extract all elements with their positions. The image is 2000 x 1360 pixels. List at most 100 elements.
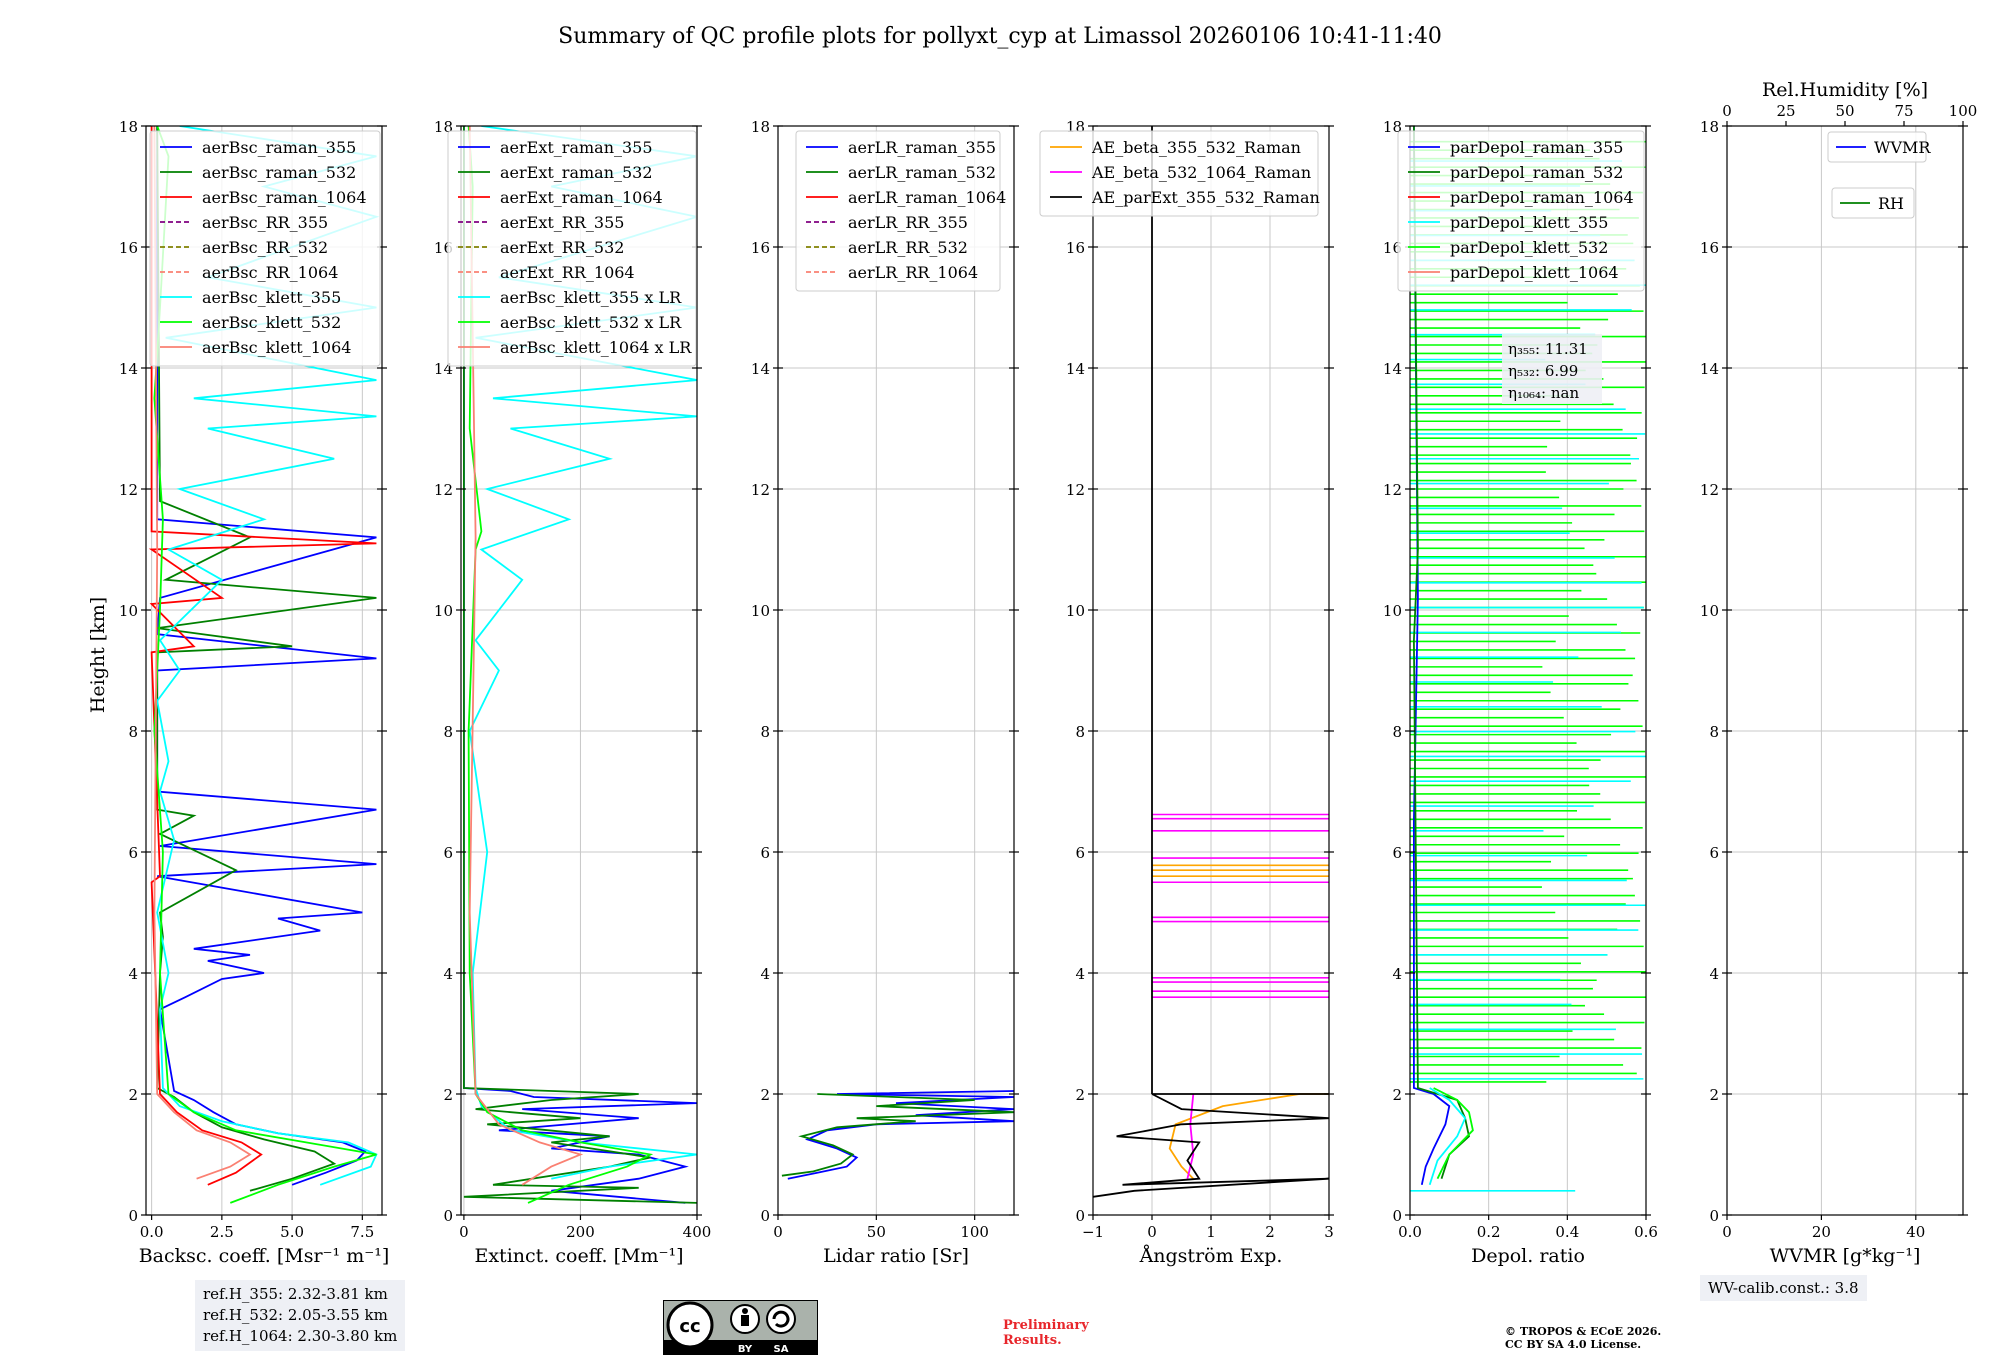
- rh-top-axis-label: Rel.Humidity [%]: [1762, 79, 1928, 101]
- y-tick-label: 4: [1709, 965, 1719, 983]
- y-tick-label: 10: [434, 602, 453, 620]
- legend-label: parDepol_raman_355: [1450, 138, 1623, 157]
- x-tick-label: 2.5: [210, 1223, 234, 1241]
- x-tick-label: 0.0: [1398, 1223, 1422, 1241]
- y-tick-label: 10: [119, 602, 138, 620]
- x-tick-label: 40: [1906, 1223, 1925, 1241]
- legend-label: aerLR_raman_532: [848, 163, 996, 182]
- bsc-x-axis-label: Backsc. coeff. [Msr⁻¹ m⁻¹]: [139, 1245, 390, 1267]
- legend-label: aerBsc_RR_1064: [202, 263, 338, 282]
- legend-label: parDepol_raman_532: [1450, 163, 1623, 182]
- series-parDepol_klett_355: [1428, 1087, 1467, 1186]
- y-tick-label: 12: [1066, 481, 1085, 499]
- lr-data: [781, 1090, 1014, 1180]
- y-tick-label: 0: [443, 1207, 453, 1225]
- legend-box: [1831, 187, 1915, 219]
- y-tick-label: 2: [1392, 1086, 1402, 1104]
- y-tick-label: 14: [1700, 360, 1719, 378]
- y-tick-label: 10: [1066, 602, 1085, 620]
- y-tick-label: 12: [1700, 481, 1719, 499]
- y-tick-label: 14: [751, 360, 770, 378]
- ext-axes-frame: [460, 125, 698, 1216]
- x-tick-label: 3: [1324, 1223, 1334, 1241]
- y-tick-label: 18: [119, 118, 138, 136]
- y-tick-label: 6: [1392, 844, 1402, 862]
- legend-label: aerLR_RR_355: [848, 213, 968, 232]
- y-tick-label: 2: [760, 1086, 770, 1104]
- ref-height-1064: ref.H_1064: 2.30-3.80 km: [203, 1327, 398, 1345]
- ext-x-axis-label: Extinct. coeff. [Mm⁻¹]: [474, 1245, 683, 1267]
- y-tick-label: 12: [434, 481, 453, 499]
- legend-label: aerBsc_klett_355: [202, 288, 341, 307]
- depol-panel: 0 2 4 6 8 10 12 14 16 18 0.0 0.2 0.4 0.6 Depol. ratio p…: [1383, 118, 1658, 1267]
- y-axis-label: Height [km]: [87, 597, 109, 713]
- eta-annotation: η₃₅₅: 11.31: [1508, 340, 1588, 358]
- figure-title: Summary of QC profile plots for pollyxt_…: [558, 24, 1442, 49]
- legend-label: aerBsc_klett_1064: [202, 338, 351, 357]
- y-tick-label: 4: [760, 965, 770, 983]
- y-tick-label: 4: [1392, 965, 1402, 983]
- y-tick-label: 2: [128, 1086, 138, 1104]
- depol-axes-frame: [1409, 125, 1647, 1216]
- legend-label: aerLR_raman_355: [848, 138, 996, 157]
- legend-label: aerLR_raman_1064: [848, 188, 1006, 207]
- legend-label: aerExt_RR_532: [500, 238, 624, 257]
- series-aerBsc_klett_1064 x LR: [468, 126, 584, 1186]
- y-tick-label: 10: [751, 602, 770, 620]
- y-tick-label: 2: [1075, 1086, 1085, 1104]
- legend-label: aerBsc_RR_355: [202, 213, 328, 232]
- x-tick-label: 1: [1206, 1223, 1216, 1241]
- legend-label: RH: [1878, 194, 1904, 213]
- legend-label: aerExt_raman_1064: [500, 188, 663, 207]
- legend-label: aerExt_raman_532: [500, 163, 653, 182]
- legend-box: [1827, 131, 1927, 163]
- prelim-line-2: Results.: [1003, 1333, 1062, 1348]
- y-tick-label: 18: [1700, 118, 1719, 136]
- legend-label: aerExt_RR_1064: [500, 263, 635, 282]
- y-tick-label: 8: [760, 723, 770, 741]
- x-tick-label: 0: [459, 1223, 469, 1241]
- x-tick-label: 200: [566, 1223, 595, 1241]
- preliminary-results-note: Preliminary Results.: [1003, 1318, 1089, 1348]
- legend-label: AE_parExt_355_532_Raman: [1091, 188, 1320, 207]
- top-x-tick-label: 100: [1949, 102, 1978, 120]
- series-aerExt_raman_532: [462, 126, 697, 1204]
- y-tick-label: 0: [128, 1207, 138, 1225]
- x-tick-label: 0.0: [140, 1223, 164, 1241]
- legend-label: aerBsc_RR_532: [202, 238, 328, 257]
- legend-box: [447, 130, 697, 367]
- reference-height-box: ref.H_355: 2.32-3.81 km ref.H_532: 2.05-…: [195, 1280, 406, 1351]
- y-tick-label: 14: [119, 360, 138, 378]
- x-tick-label: 50: [867, 1223, 886, 1241]
- depol-x-axis-label: Depol. ratio: [1471, 1245, 1585, 1267]
- y-tick-label: 12: [751, 481, 770, 499]
- legend-label: parDepol_klett_355: [1450, 213, 1608, 232]
- y-tick-label: 6: [1709, 844, 1719, 862]
- y-tick-label: 0: [1709, 1207, 1719, 1225]
- y-tick-label: 4: [1075, 965, 1085, 983]
- x-tick-label: 7.5: [350, 1223, 374, 1241]
- copyright-line-2: CC BY SA 4.0 License.: [1505, 1338, 1642, 1351]
- wv-calib-const: WV-calib.const.: 3.8: [1708, 1279, 1859, 1297]
- x-tick-label: 0: [1722, 1223, 1732, 1241]
- y-tick-label: 10: [1383, 602, 1402, 620]
- y-tick-label: 12: [1383, 481, 1402, 499]
- series-parDepol_raman_355: [1413, 126, 1451, 1185]
- y-tick-label: 14: [1066, 360, 1085, 378]
- legend-box: [149, 130, 381, 367]
- series-aerBsc_raman_1064: [148, 126, 377, 1186]
- series-aerBsc_raman_532: [156, 126, 377, 1192]
- series-aerLR_raman_532: [781, 1093, 1014, 1177]
- y-tick-label: 8: [128, 723, 138, 741]
- ae-data: [1093, 126, 1329, 1198]
- x-tick-label: 0: [773, 1223, 783, 1241]
- y-tick-label: 0: [760, 1207, 770, 1225]
- y-tick-label: 8: [1709, 723, 1719, 741]
- series-aerExt_raman_355: [462, 126, 697, 1204]
- y-tick-label: 4: [128, 965, 138, 983]
- wv-calib-box: WV-calib.const.: 3.8: [1700, 1275, 1867, 1301]
- legend-label: aerExt_RR_355: [500, 213, 624, 232]
